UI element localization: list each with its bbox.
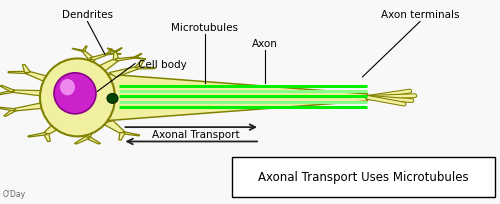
Polygon shape: [8, 72, 28, 74]
Polygon shape: [12, 91, 44, 96]
Polygon shape: [75, 59, 95, 74]
Ellipse shape: [107, 94, 118, 104]
Text: Axonal Transport Uses Microtubules: Axonal Transport Uses Microtubules: [258, 171, 469, 183]
Text: O'Day: O'Day: [2, 189, 26, 198]
Polygon shape: [114, 49, 122, 53]
Polygon shape: [82, 52, 94, 60]
Polygon shape: [82, 47, 87, 52]
Polygon shape: [4, 110, 16, 117]
Ellipse shape: [60, 80, 75, 96]
Polygon shape: [74, 137, 90, 144]
Polygon shape: [114, 53, 119, 61]
Polygon shape: [109, 68, 139, 78]
Text: Axonal Transport: Axonal Transport: [152, 130, 240, 140]
Polygon shape: [44, 134, 50, 142]
Polygon shape: [26, 72, 57, 84]
Ellipse shape: [40, 59, 115, 137]
Polygon shape: [44, 121, 68, 134]
Text: Microtubules: Microtubules: [172, 23, 238, 33]
Polygon shape: [107, 49, 116, 53]
Polygon shape: [92, 60, 118, 73]
Polygon shape: [108, 54, 121, 55]
Polygon shape: [102, 74, 368, 121]
Text: Axon terminals: Axon terminals: [381, 10, 459, 20]
Polygon shape: [80, 124, 94, 138]
Polygon shape: [90, 54, 109, 61]
Polygon shape: [86, 137, 100, 144]
Polygon shape: [122, 132, 140, 136]
Polygon shape: [72, 49, 84, 52]
Polygon shape: [28, 133, 48, 137]
Text: Dendrites: Dendrites: [62, 10, 113, 20]
Polygon shape: [22, 65, 30, 73]
Polygon shape: [14, 104, 44, 111]
Polygon shape: [107, 49, 112, 55]
Polygon shape: [134, 58, 146, 60]
Polygon shape: [102, 121, 125, 134]
Text: Axon: Axon: [252, 39, 278, 49]
Ellipse shape: [54, 73, 96, 114]
FancyBboxPatch shape: [232, 157, 495, 197]
Polygon shape: [134, 61, 143, 69]
Polygon shape: [0, 91, 14, 96]
Polygon shape: [0, 86, 15, 92]
Polygon shape: [116, 58, 135, 62]
Text: Cell body: Cell body: [138, 59, 186, 69]
Polygon shape: [137, 67, 155, 70]
Polygon shape: [119, 133, 125, 140]
Polygon shape: [0, 108, 15, 111]
Polygon shape: [134, 54, 142, 59]
